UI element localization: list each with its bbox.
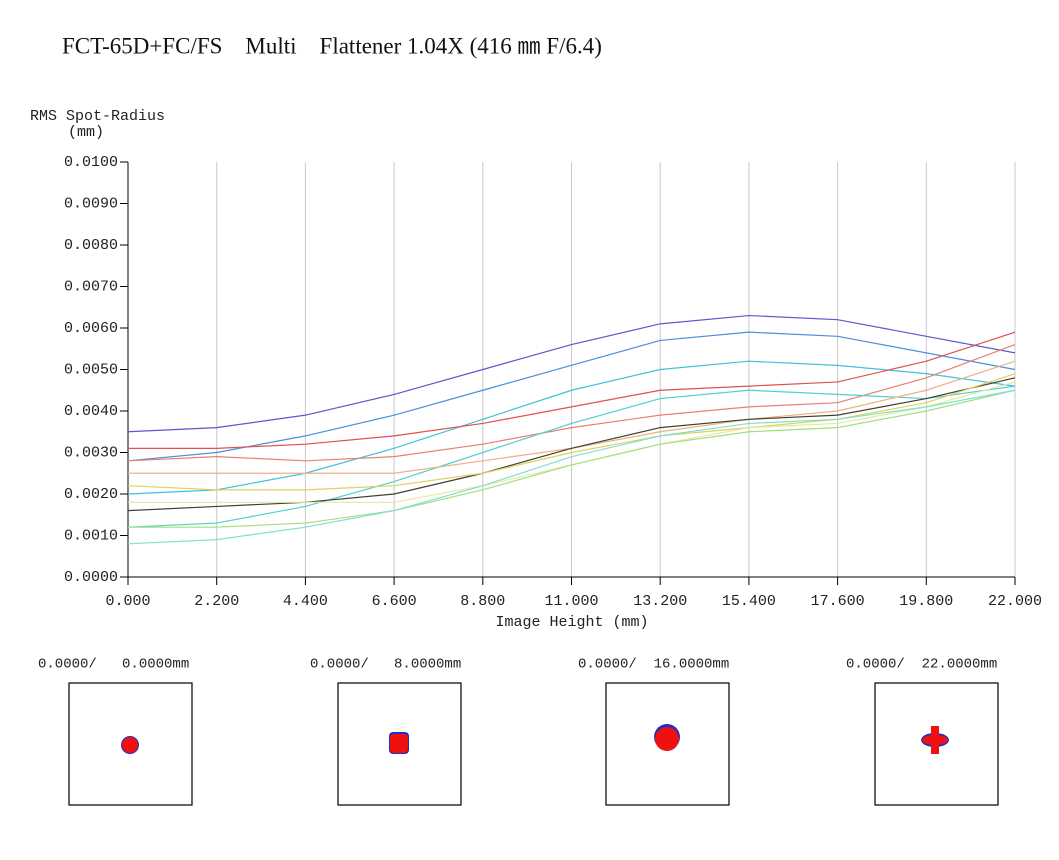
x-tick-label: 2.200 xyxy=(194,593,239,610)
y-tick-label: 0.0070 xyxy=(64,278,118,295)
chart-title: FCT-65D+FC/FS Multi Flattener 1.04X (416… xyxy=(62,33,602,58)
series-line xyxy=(127,331,1016,462)
spot-label: 0.0000/ 16.0000mm xyxy=(578,657,729,673)
spot-box xyxy=(68,682,193,806)
spot xyxy=(655,727,679,751)
series-line xyxy=(128,389,1016,528)
series-line xyxy=(127,377,1016,512)
spots xyxy=(121,724,949,754)
spot xyxy=(931,726,939,754)
y-tick-label: 0.0090 xyxy=(64,195,118,212)
y-tick-label: 0.0000 xyxy=(64,569,118,586)
x-tick-label: 17.600 xyxy=(811,593,865,610)
series-line xyxy=(127,385,1016,528)
y-tick-label: 0.0060 xyxy=(64,320,118,337)
spot xyxy=(390,734,408,753)
y-tick-label: 0.0040 xyxy=(64,403,118,420)
series-line xyxy=(127,344,1016,462)
x-tick-label: 22.000 xyxy=(988,593,1042,610)
x-tick-label: 8.800 xyxy=(460,593,505,610)
x-tick-label: 6.600 xyxy=(372,593,417,610)
spot xyxy=(122,737,138,753)
x-tick-label: 11.000 xyxy=(544,593,598,610)
y-tick-label: 0.0020 xyxy=(64,486,118,503)
y-tick-label: 0.0080 xyxy=(64,237,118,254)
y-tick-label: 0.0100 xyxy=(64,154,118,171)
series-line xyxy=(127,373,1016,491)
x-tick-label: 4.400 xyxy=(283,593,328,610)
spot-boxes xyxy=(68,682,999,806)
series-line xyxy=(127,360,1016,495)
spot-box xyxy=(874,682,999,806)
x-tick-label: 15.400 xyxy=(722,593,776,610)
y-tick-label: 0.0030 xyxy=(64,444,118,461)
spot-label: 0.0000/ 22.0000mm xyxy=(846,657,997,673)
spot-label: 0.0000/ 8.0000mm xyxy=(310,657,461,673)
x-axis-title: Image Height (mm) xyxy=(495,614,648,631)
y-axis-title: RMS Spot-Radius xyxy=(30,108,165,125)
y-tick-label: 0.0010 xyxy=(64,527,118,544)
series-line xyxy=(127,314,1016,433)
series-line xyxy=(128,331,1016,449)
spot-label: 0.0000/ 0.0000mm xyxy=(38,657,189,673)
y-axis-unit: (mm) xyxy=(68,124,104,141)
y-tick-label: 0.0050 xyxy=(64,361,118,378)
spot-box xyxy=(337,682,462,806)
x-tick-label: 19.800 xyxy=(899,593,953,610)
x-tick-label: 13.200 xyxy=(633,593,687,610)
series-line xyxy=(127,389,1016,545)
spot-box xyxy=(605,682,730,806)
x-tick-label: 0.000 xyxy=(105,593,150,610)
